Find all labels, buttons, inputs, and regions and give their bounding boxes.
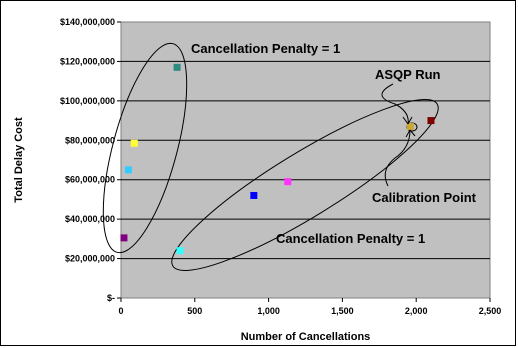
y-tick-label: $40,000,000 (65, 214, 115, 224)
y-axis-ticks: $- $20,000,000 $40,000,000 $60,000,000 $80,0… (60, 17, 121, 303)
cluster-ellipse-penalty-top (102, 42, 188, 254)
y-tick-label: $20,000,000 (65, 254, 115, 264)
cluster-ellipse-penalty-bottom (171, 99, 439, 271)
annotation-penalty-bottom: Cancellation Penalty = 1 (276, 231, 425, 246)
y-tick-label: $100,000,000 (60, 96, 115, 106)
plot-area (120, 21, 491, 299)
gridlines (121, 60, 490, 260)
x-tick-label: 1,500 (331, 306, 354, 316)
calibration-arrow (384, 129, 416, 187)
y-tick-label: $- (107, 293, 115, 303)
y-tick-label: $120,000,000 (60, 56, 115, 66)
x-tick-label: 0 (118, 306, 123, 316)
asqp-arrow (381, 83, 413, 125)
y-tick-label: $80,000,000 (65, 135, 115, 145)
data-point (250, 191, 258, 199)
data-point (176, 247, 184, 255)
x-axis-label: Number of Cancellations (241, 331, 371, 343)
data-point (284, 178, 292, 186)
annotation-penalty-top: Cancellation Penalty = 1 (191, 41, 340, 56)
data-point (130, 139, 138, 147)
data-point (406, 122, 414, 130)
annotation-calibration-point: Calibration Point (372, 190, 477, 205)
data-point (120, 234, 128, 242)
x-tick-label: 1,000 (257, 306, 280, 316)
data-point (427, 117, 435, 125)
x-tick-label: 2,500 (479, 306, 502, 316)
data-point (124, 166, 132, 174)
annotation-asqp-run: ASQP Run (375, 67, 441, 82)
x-axis-ticks: 0 500 1,000 1,500 2,000 2,500 (118, 298, 501, 316)
data-point (173, 63, 181, 71)
x-tick-label: 2,000 (405, 306, 428, 316)
data-points (120, 63, 435, 255)
y-axis-label: Total Delay Cost (13, 117, 25, 203)
x-tick-label: 500 (187, 306, 202, 316)
y-tick-label: $60,000,000 (65, 175, 115, 185)
y-tick-label: $140,000,000 (60, 17, 115, 27)
